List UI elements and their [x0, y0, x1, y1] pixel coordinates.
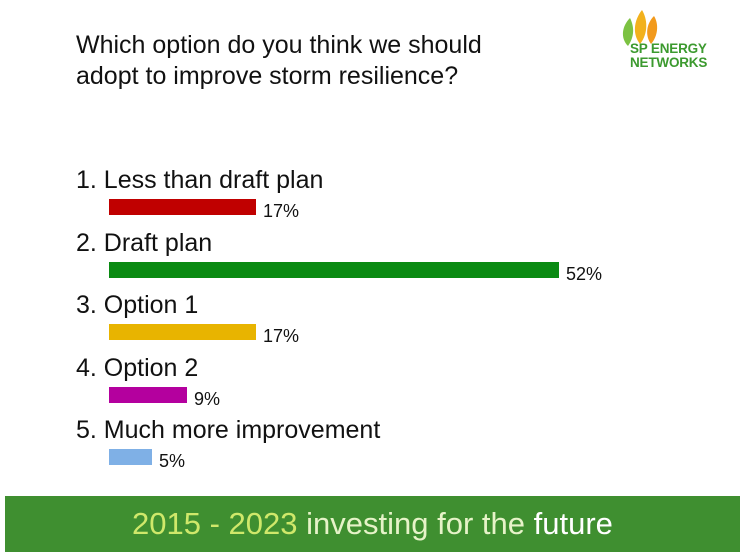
footer-future: future — [533, 506, 613, 541]
sp-energy-networks-logo: SP ENERGY NETWORKS — [612, 8, 732, 78]
option-label-2: 2. Draft plan — [76, 228, 213, 257]
footer-banner: 2015 - 2023 investing for the future — [5, 496, 740, 552]
footer-for-the: for the — [437, 506, 526, 541]
question-line-1: Which option do you think we should — [76, 31, 482, 59]
poll-results-chart: 1. Less than draft plan 17% 2. Draft plan 5… — [76, 166, 603, 471]
option-bar-3 — [109, 324, 256, 340]
option-percent-2: 52% — [566, 263, 603, 284]
option-label-1: 1. Less than draft plan — [76, 166, 324, 194]
sp-energy-leaves-icon — [622, 10, 658, 46]
option-bar-4 — [109, 386, 187, 403]
option-percent-5: 5% — [159, 451, 186, 471]
footer-tagline: 2015 - 2023 investing for the future — [5, 496, 740, 552]
logo-line-2: NETWORKS — [630, 55, 708, 70]
option-label-4: 4. Option 2 — [76, 353, 199, 382]
question-line-2: adopt to improve storm resilience? — [76, 62, 459, 90]
logo-wordmark: SP ENERGY NETWORKS — [630, 42, 740, 70]
option-percent-3: 17% — [263, 326, 300, 346]
question-title: Which option do you think we should adop… — [76, 30, 576, 92]
option-bar-2 — [109, 261, 559, 278]
option-bar-1 — [109, 199, 256, 215]
option-percent-1: 17% — [263, 201, 300, 221]
option-label-5: 5. Much more improvement — [76, 416, 381, 444]
option-bar-5 — [109, 449, 152, 465]
footer-years: 2015 - 2023 — [132, 506, 298, 541]
option-percent-4: 9% — [194, 388, 221, 409]
option-label-3: 3. Option 1 — [76, 291, 199, 319]
footer-investing: investing — [306, 506, 429, 541]
logo-line-1: SP ENERGY — [630, 41, 707, 56]
